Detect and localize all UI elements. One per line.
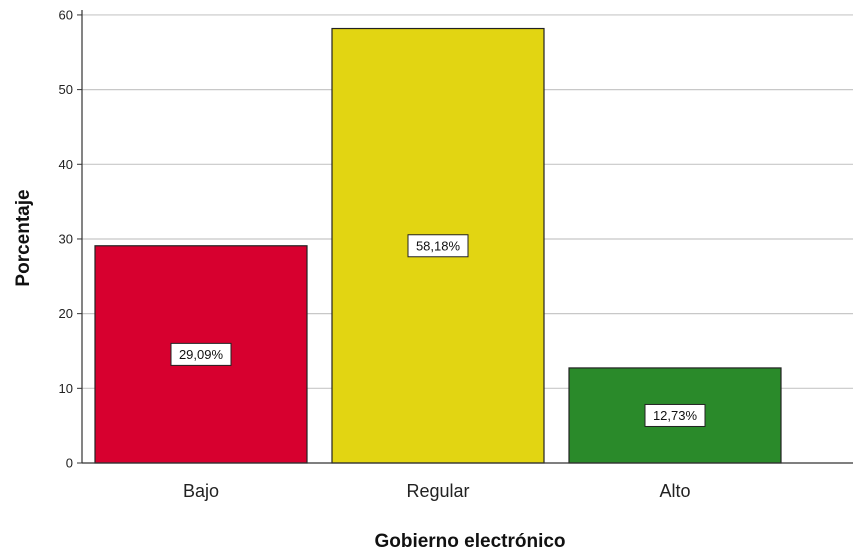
data-label-regular: 58,18% (416, 238, 461, 253)
y-tick-label: 20 (59, 306, 73, 321)
x-axis-title: Gobierno electrónico (374, 531, 565, 552)
y-tick-label: 50 (59, 82, 73, 97)
y-tick-label: 0 (66, 456, 73, 471)
y-tick-label: 60 (59, 7, 73, 22)
data-label-alto: 12,73% (653, 408, 698, 423)
data-labels: 29,09% 58,18% 12,73% (170, 234, 706, 427)
axes: 0 10 20 30 40 50 60 Bajo Regular Alto (59, 7, 853, 501)
data-label-box (407, 234, 469, 258)
x-tick-label-alto: Alto (659, 481, 690, 501)
data-label-box (644, 403, 706, 427)
x-tick-label-bajo: Bajo (183, 481, 219, 501)
data-label-box (170, 342, 232, 366)
y-tick-label: 10 (59, 381, 73, 396)
data-label-bajo: 29,09% (179, 347, 224, 362)
x-tick-label-regular: Regular (406, 481, 469, 501)
y-axis-title: Porcentaje (13, 189, 34, 286)
y-tick-label: 40 (59, 157, 73, 172)
y-tick-label: 30 (59, 231, 73, 246)
